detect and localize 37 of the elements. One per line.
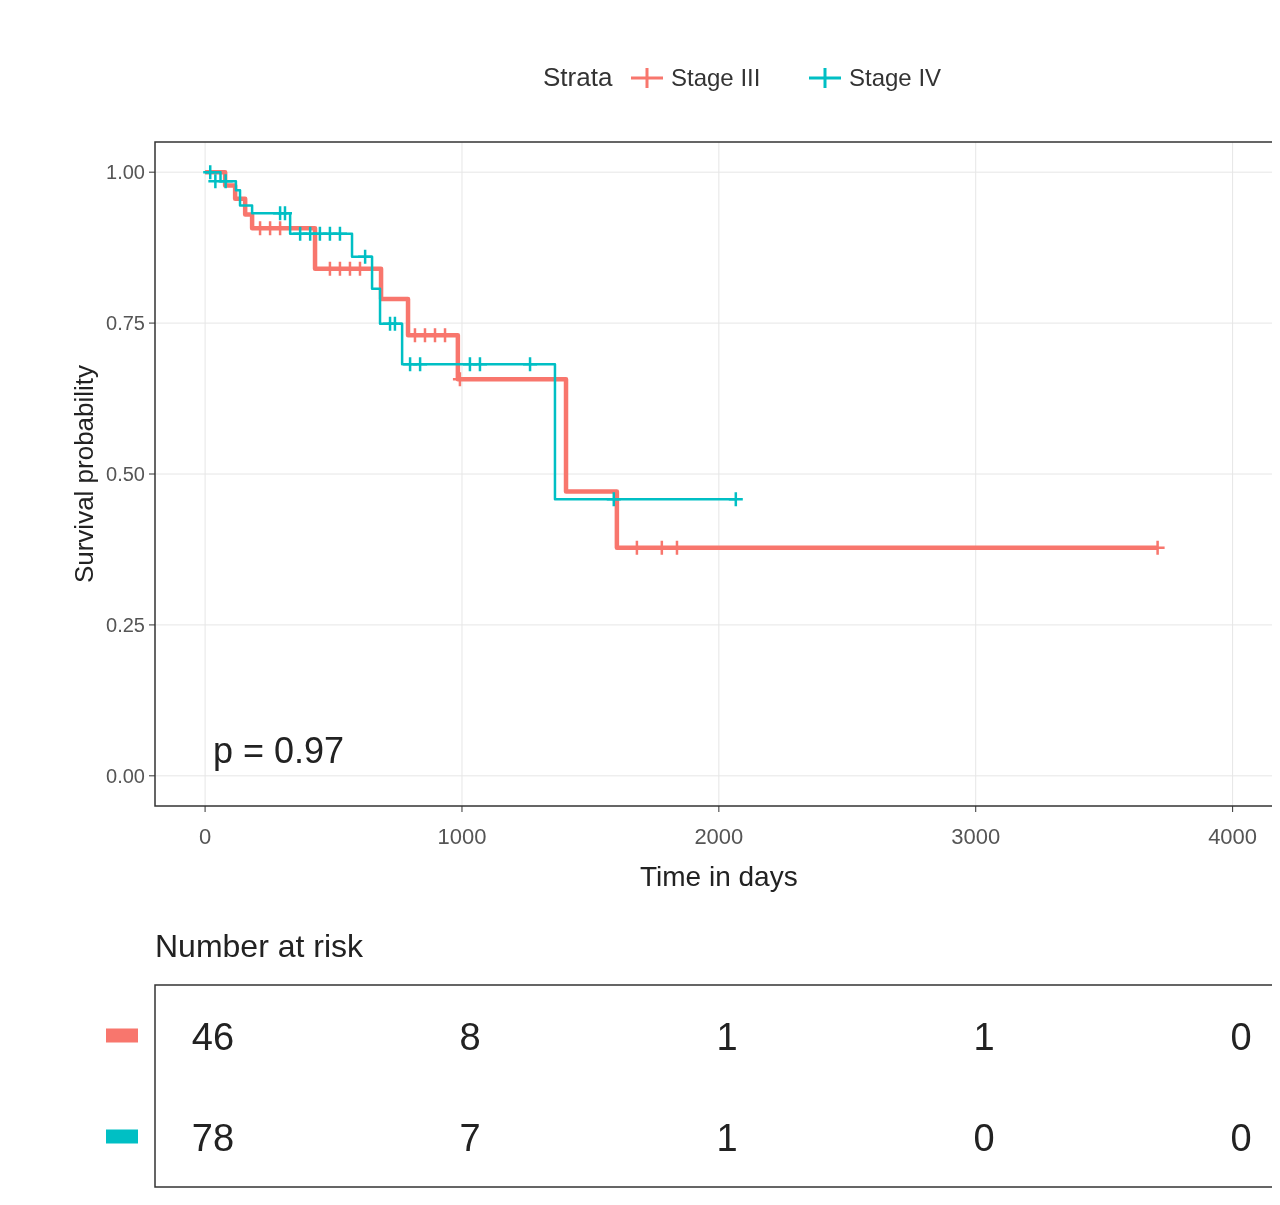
x-tick-label: 0 bbox=[198, 824, 212, 849]
x-tick-label: 2000 bbox=[694, 824, 744, 849]
data-label: 1 bbox=[973, 1015, 995, 1058]
data-label: 0 bbox=[973, 1116, 995, 1159]
y-tick-label: 0.00 bbox=[106, 764, 145, 787]
y-tick-label: 0.50 bbox=[106, 463, 145, 485]
y-tick-label: 0.75 bbox=[106, 312, 145, 335]
legend-label: Stage IV bbox=[849, 64, 942, 91]
data-label: 46 bbox=[191, 1015, 235, 1058]
chart-title: Number at risk bbox=[155, 928, 365, 964]
data-label: 8 bbox=[459, 1015, 481, 1058]
point bbox=[331, 225, 349, 242]
data-label: 7 bbox=[459, 1116, 481, 1159]
point bbox=[276, 204, 294, 222]
point bbox=[727, 491, 745, 508]
data-label: 78 bbox=[191, 1116, 235, 1159]
data-label: 1 bbox=[716, 1015, 738, 1058]
x-tick-label: 1000 bbox=[437, 824, 487, 849]
y-tick-label: 0.25 bbox=[106, 613, 145, 636]
point bbox=[521, 355, 539, 373]
point bbox=[356, 248, 374, 265]
legend-title: Strata bbox=[543, 62, 613, 92]
point bbox=[471, 355, 489, 373]
y-tick-label: 1.00 bbox=[106, 161, 145, 184]
x-tick-label: 4000 bbox=[1208, 824, 1258, 849]
legend-label: Stage III bbox=[671, 64, 761, 91]
annotation: p = 0.97 bbox=[213, 730, 345, 771]
point bbox=[411, 355, 429, 373]
data-label: 0 bbox=[1230, 1015, 1252, 1058]
x-axis-title: Time in days bbox=[640, 861, 798, 892]
point bbox=[605, 491, 623, 508]
x-tick-label: 3000 bbox=[951, 824, 1001, 849]
data-label: 0 bbox=[1230, 1116, 1252, 1159]
point bbox=[386, 315, 404, 332]
point bbox=[217, 172, 234, 190]
data-label: 1 bbox=[716, 1116, 738, 1159]
y-axis-title: Survival probability bbox=[69, 364, 99, 584]
